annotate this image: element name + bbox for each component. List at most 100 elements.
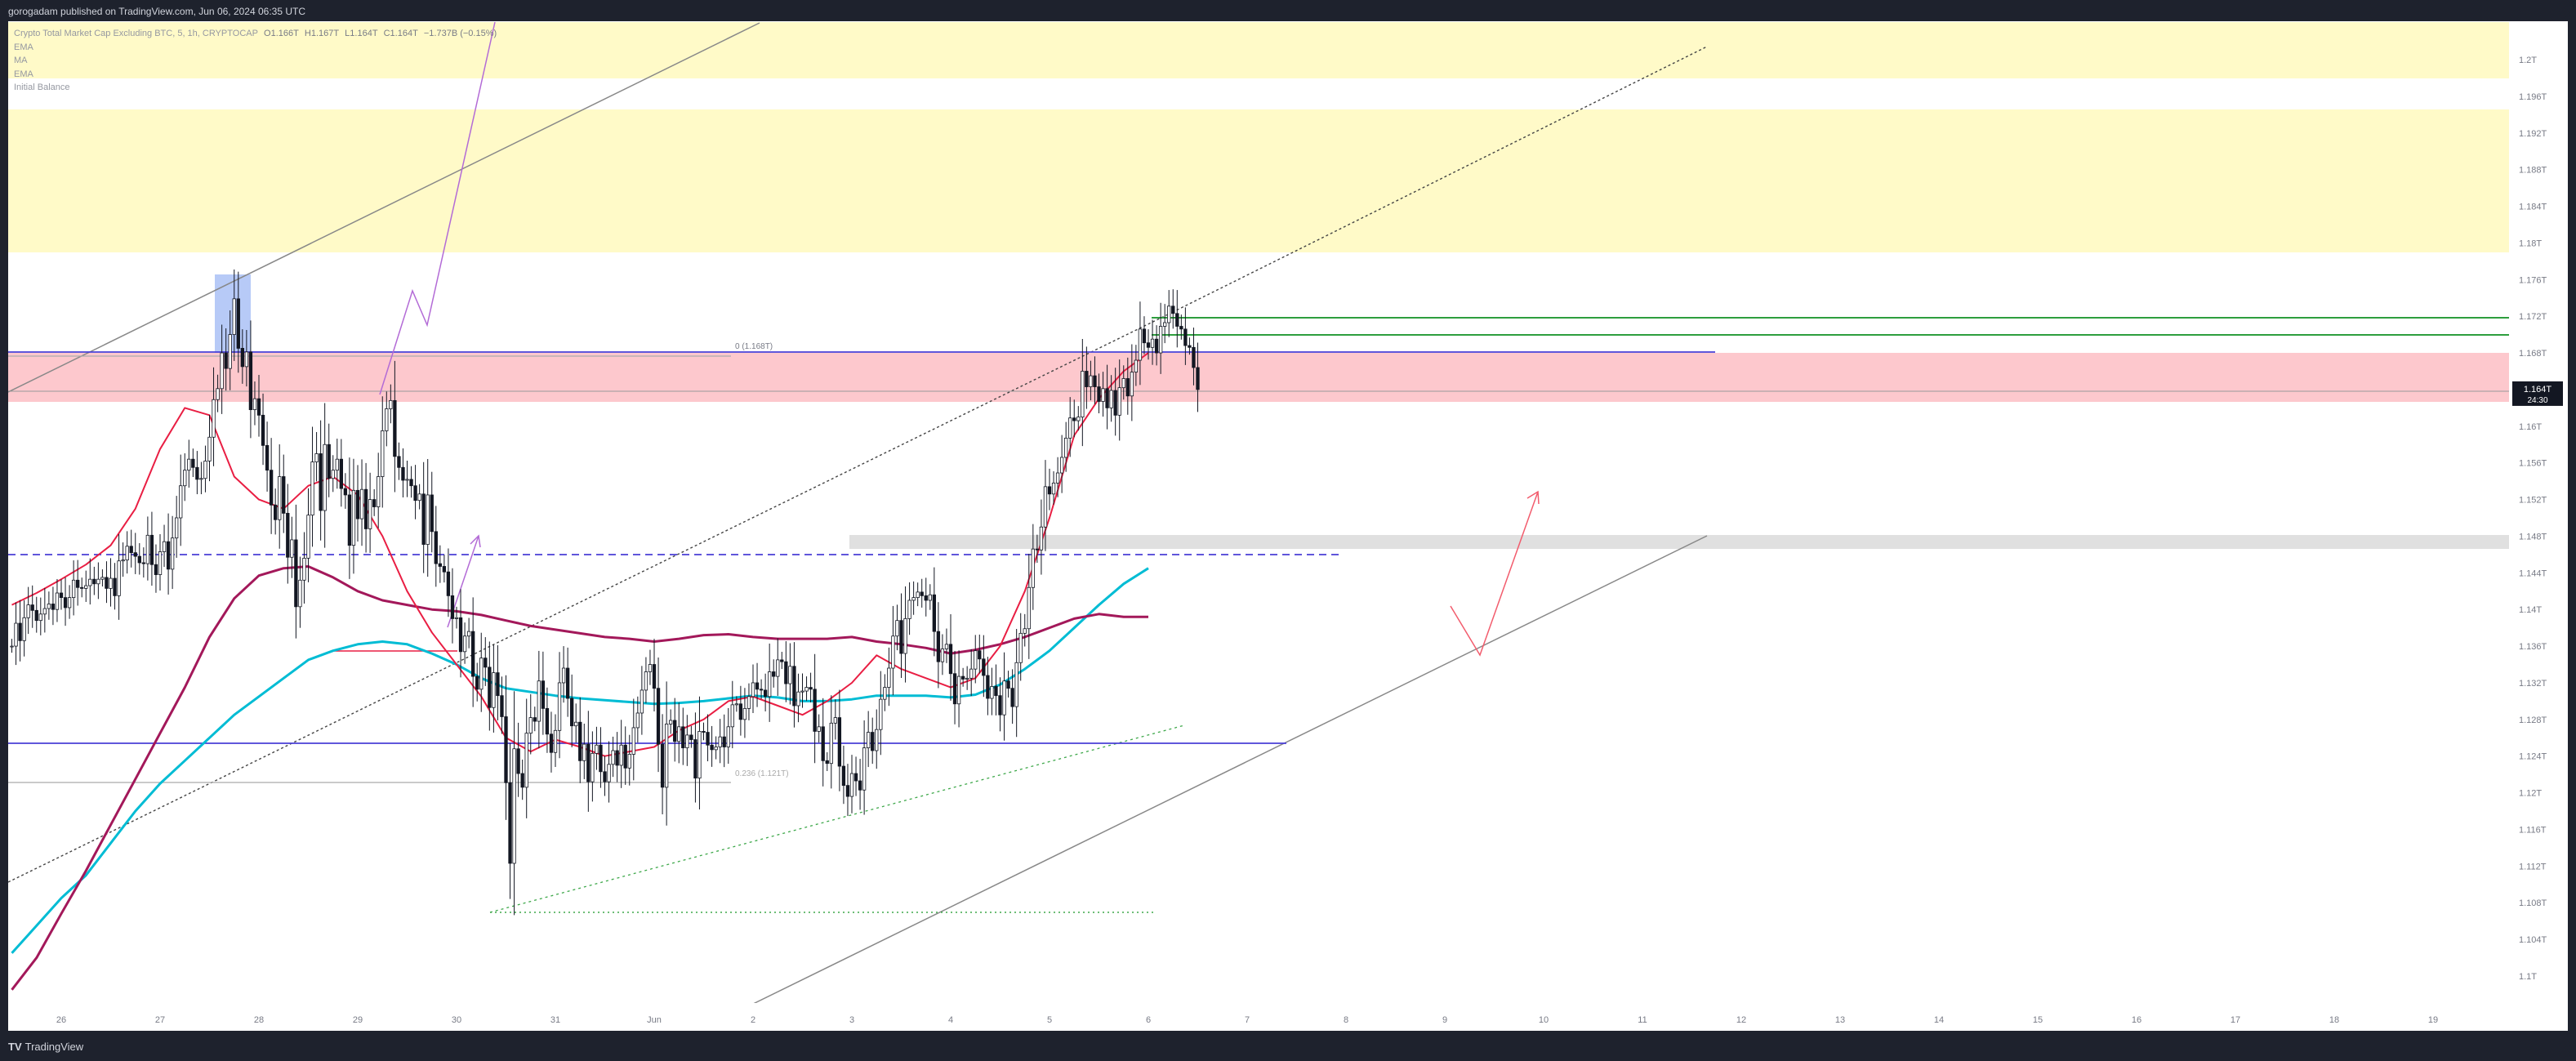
x-tick-label: 12	[1736, 1015, 1746, 1025]
candle	[537, 650, 541, 749]
candle-body	[841, 765, 846, 787]
candle	[1043, 460, 1048, 551]
candle-body	[1113, 390, 1117, 416]
candle-body	[34, 609, 38, 622]
candle-body	[1179, 326, 1183, 330]
candle	[278, 444, 282, 549]
candle	[84, 570, 88, 602]
trendline-upper	[8, 22, 760, 393]
candle-body	[565, 667, 570, 699]
candle	[149, 511, 154, 586]
candle	[488, 641, 492, 731]
candle-body	[269, 470, 274, 506]
candle-body	[22, 617, 26, 641]
candle	[627, 734, 631, 786]
candle-body	[220, 352, 224, 390]
candle	[952, 650, 957, 724]
candle	[940, 634, 945, 675]
chart-panel[interactable]: 0 (1.168T) 0.236 (1.121T) 1.2T 1.196T 1.192T…	[8, 21, 2568, 1031]
candle-body	[327, 444, 331, 479]
candle-body	[30, 604, 34, 611]
candle	[195, 451, 199, 495]
candle	[92, 566, 96, 595]
y-tick-label: 1.124T	[2519, 752, 2547, 762]
y-tick-label: 1.196T	[2519, 92, 2547, 102]
candle-body	[450, 595, 455, 619]
legend-indicator[interactable]: MA	[14, 56, 28, 65]
x-tick-label: 19	[2428, 1015, 2438, 1025]
legend-indicator[interactable]: EMA	[14, 42, 33, 52]
candle	[492, 644, 496, 733]
candle	[446, 548, 451, 617]
candle-body	[401, 466, 405, 481]
candle-body	[875, 729, 879, 751]
candle-body	[355, 489, 360, 519]
candle-body	[381, 430, 385, 477]
candle-body	[59, 592, 64, 599]
candle	[14, 602, 18, 666]
candle-body	[557, 682, 562, 731]
candle-body	[978, 650, 982, 660]
candle-body	[545, 707, 550, 735]
candle-body	[183, 470, 187, 487]
candle	[355, 465, 360, 542]
x-tick-label: 30	[452, 1015, 461, 1025]
candle-body	[38, 613, 42, 622]
candle-body	[924, 595, 928, 601]
last-price-label	[2512, 381, 2563, 406]
candle-body	[393, 399, 397, 457]
candle-body	[212, 399, 216, 438]
candle-body	[528, 717, 533, 734]
candle	[837, 689, 842, 791]
candle-body	[734, 703, 738, 706]
candle	[363, 462, 368, 553]
candle	[347, 457, 352, 579]
candle-body	[265, 444, 270, 471]
legend-change: −1.737B (−0.15%)	[423, 29, 497, 38]
legend-indicator[interactable]: Initial Balance	[14, 82, 70, 92]
candle-body	[1175, 313, 1179, 327]
candle	[331, 455, 335, 493]
candle-body	[561, 667, 566, 684]
candle-body	[442, 566, 447, 573]
candle-body	[871, 732, 875, 751]
candle-body	[1158, 326, 1163, 354]
candle-body	[796, 691, 800, 707]
candle	[129, 529, 133, 568]
candle-body	[121, 559, 125, 562]
candle	[393, 360, 397, 493]
legend-indicator[interactable]: EMA	[14, 69, 33, 79]
candle-body	[298, 579, 302, 608]
tradingview-logo[interactable]: TV TradingView	[8, 1041, 83, 1053]
candle	[252, 381, 257, 426]
candle-body	[974, 650, 978, 670]
candle-body	[640, 689, 644, 714]
candle	[990, 667, 994, 716]
candle-body	[932, 594, 936, 632]
legend-close: C1.164T	[383, 29, 418, 38]
price-chart[interactable]: 0 (1.168T) 0.236 (1.121T) 1.2T 1.196T 1.192T…	[8, 21, 2568, 1031]
candle	[220, 324, 224, 414]
candle-body	[635, 712, 640, 729]
candle	[899, 593, 903, 678]
candle-body	[1043, 486, 1048, 528]
candle	[310, 426, 314, 547]
candle	[1076, 406, 1081, 431]
candle-body	[804, 687, 809, 692]
candle-body	[125, 546, 129, 561]
candle	[738, 685, 743, 736]
candle-body	[952, 673, 957, 705]
candle-body	[256, 398, 261, 416]
candle	[105, 561, 109, 604]
candle	[742, 688, 747, 738]
candle	[335, 439, 339, 489]
candle-body	[702, 731, 706, 733]
candle-body	[1076, 417, 1081, 421]
y-tick-label: 1.152T	[2519, 496, 2547, 506]
candle-body	[331, 470, 335, 479]
candle-body	[282, 476, 286, 514]
candle	[751, 664, 755, 713]
candle-body	[673, 720, 677, 742]
candle-body	[1035, 548, 1040, 551]
candle-body	[417, 493, 421, 502]
